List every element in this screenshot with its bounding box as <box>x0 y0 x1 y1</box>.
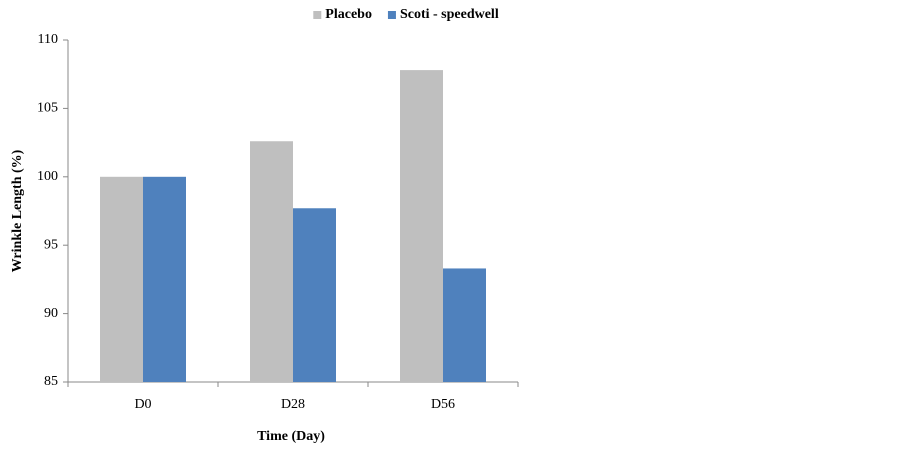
legend-label: Placebo <box>325 7 372 22</box>
bar <box>400 70 443 382</box>
bar <box>143 176 186 382</box>
x-axis-title: Time (Day) <box>257 429 325 444</box>
y-tick-label: 95 <box>44 237 58 252</box>
bar <box>443 268 486 382</box>
legend-swatch <box>387 11 396 19</box>
x-tick-label: D56 <box>431 397 455 412</box>
x-tick-label: D0 <box>134 397 151 412</box>
y-tick-label: 105 <box>37 101 58 116</box>
y-tick-label: 100 <box>37 169 58 184</box>
y-axis-title: Wrinkle Length (%) <box>10 149 25 272</box>
x-tick-label: D28 <box>281 397 305 412</box>
legend: Placebo Scoti - speedwell <box>313 7 499 22</box>
y-tick-label: 110 <box>38 32 58 47</box>
legend-swatch <box>313 11 322 19</box>
bar <box>100 176 143 382</box>
legend-label: Scoti - speedwell <box>400 7 499 22</box>
y-tick-label: 90 <box>44 306 58 321</box>
bar <box>250 141 293 382</box>
bar <box>293 208 336 382</box>
y-tick-label: 85 <box>44 374 58 389</box>
